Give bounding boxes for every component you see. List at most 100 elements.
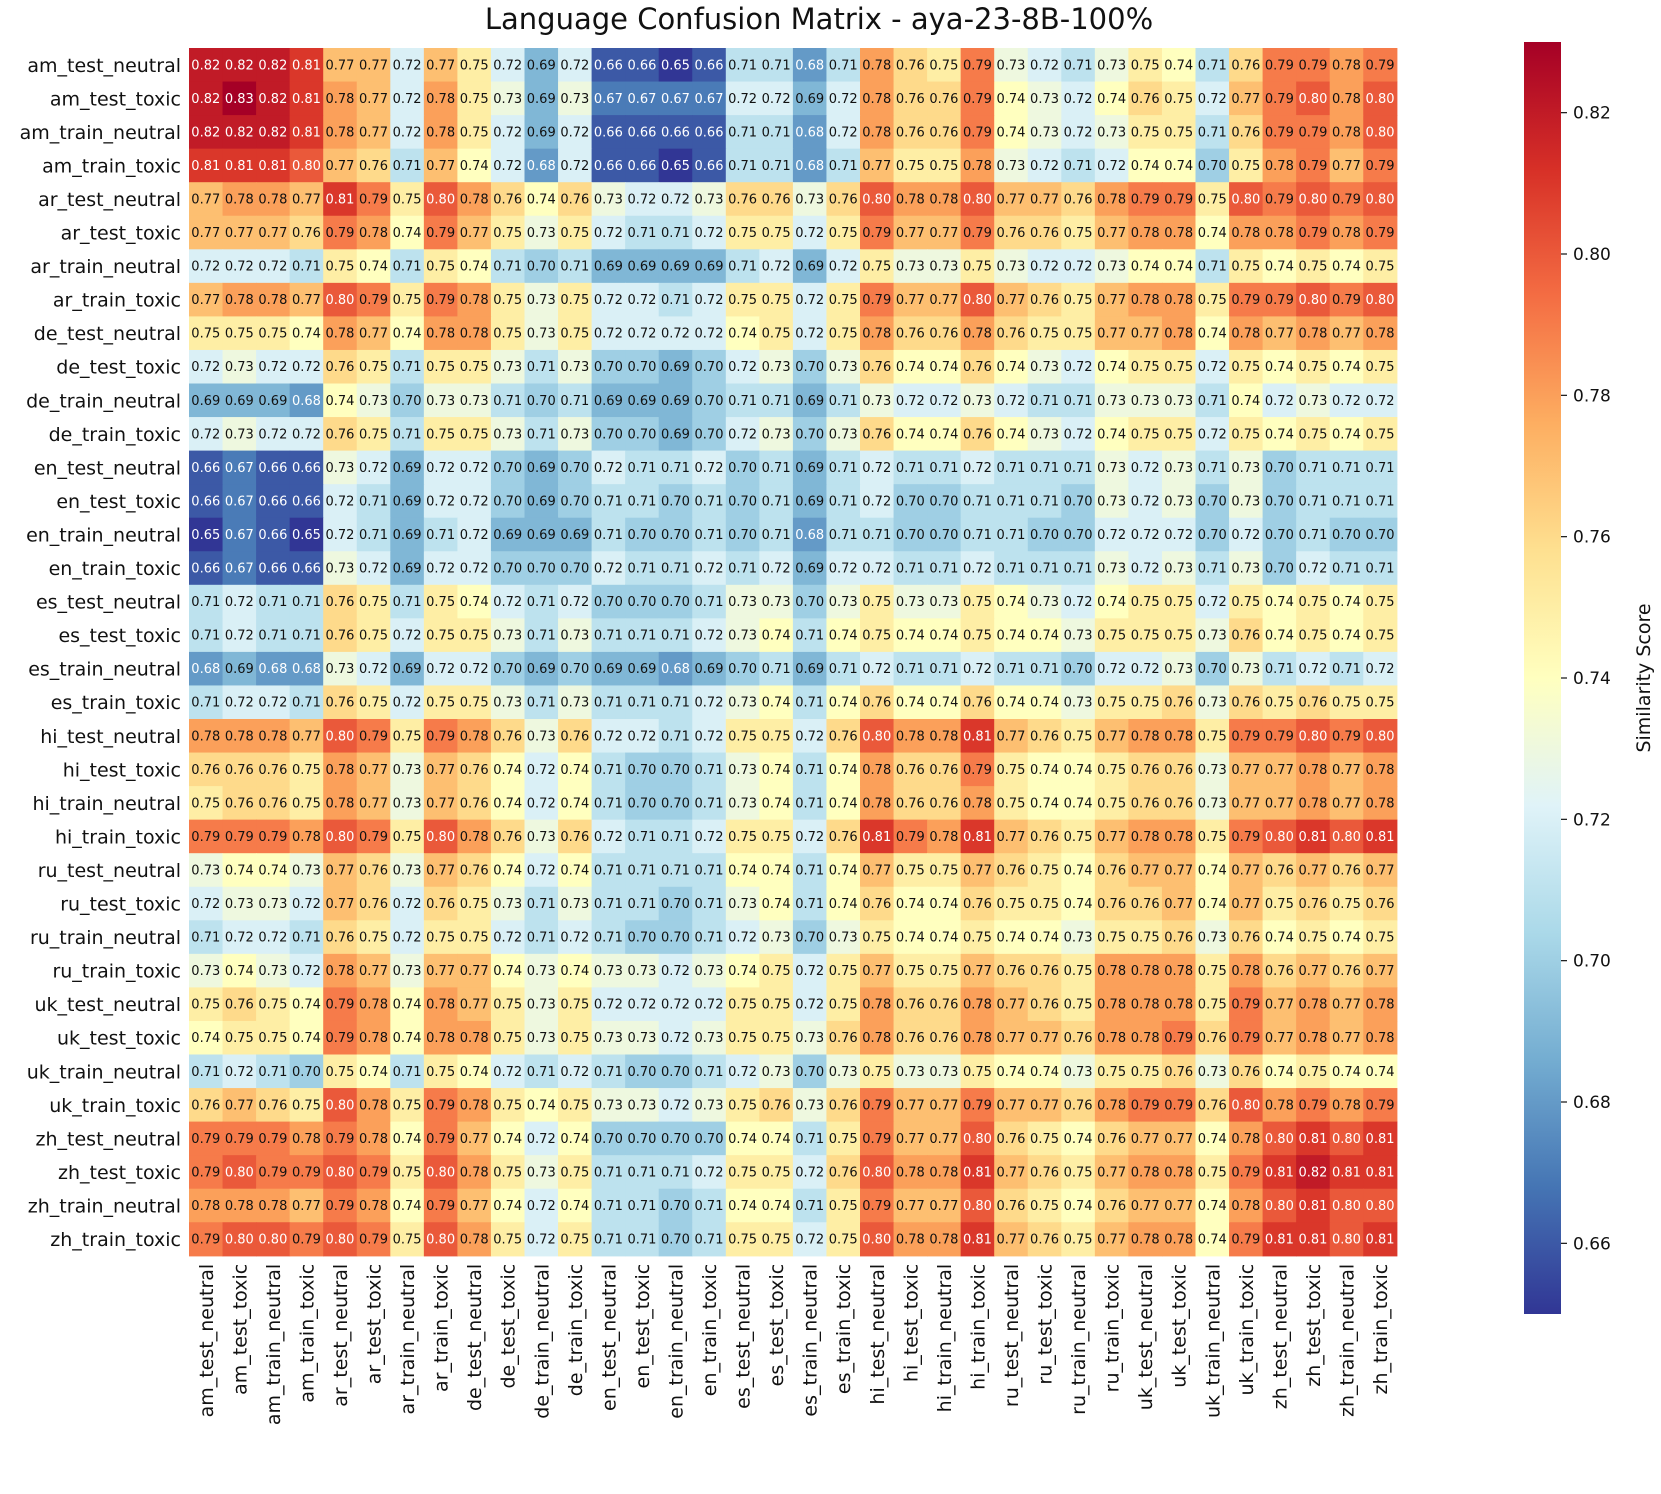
heatmap-cell: [1363, 953, 1398, 988]
heatmap-cell: [1195, 517, 1230, 552]
heatmap-cell-value: 0.71: [1198, 58, 1227, 73]
heatmap-cell: [893, 383, 928, 418]
heatmap-cell: [1229, 484, 1264, 519]
heatmap-cell-value: 0.71: [728, 159, 757, 174]
heatmap-cell: [1329, 517, 1364, 552]
heatmap-cell-value: 0.78: [1164, 998, 1193, 1013]
heatmap-cell-value: 0.72: [661, 998, 690, 1013]
heatmap-cell: [524, 316, 559, 351]
heatmap-cell-value: 0.72: [426, 662, 455, 677]
heatmap-cell: [457, 1222, 492, 1257]
heatmap-cell: [423, 618, 458, 653]
heatmap-cell-value: 0.78: [1265, 159, 1294, 174]
heatmap-cell-value: 0.70: [695, 1132, 724, 1147]
heatmap-cell: [658, 886, 693, 921]
heatmap-cell: [725, 819, 760, 854]
heatmap-cell: [289, 752, 324, 787]
heatmap-cell-value: 0.72: [728, 931, 757, 946]
heatmap-cell: [591, 752, 626, 787]
heatmap-cell: [1128, 115, 1163, 150]
heatmap-cell-value: 0.75: [1131, 931, 1160, 946]
heatmap-cell-value: 0.78: [963, 998, 992, 1013]
heatmap-cell-value: 0.79: [191, 1165, 220, 1180]
heatmap-cell-value: 0.77: [1265, 998, 1294, 1013]
heatmap-cell: [289, 1088, 324, 1123]
heatmap-cell: [625, 1155, 660, 1190]
heatmap-cell: [1329, 953, 1364, 988]
heatmap-cell: [1094, 517, 1129, 552]
heatmap-cell-value: 0.75: [1030, 1199, 1059, 1214]
heatmap-cell-value: 0.77: [896, 1098, 925, 1113]
colorbar-tick-label: 0.76: [1573, 528, 1611, 548]
heatmap-cell-value: 0.73: [1097, 461, 1126, 476]
heatmap-cell-value: 0.73: [1198, 796, 1227, 811]
heatmap-cell-value: 0.77: [1265, 763, 1294, 778]
heatmap-cell: [1296, 551, 1331, 586]
heatmap-cell-value: 0.70: [1265, 494, 1294, 509]
heatmap-cell: [189, 349, 224, 385]
heatmap-cell-value: 0.80: [1298, 192, 1327, 207]
heatmap-cell-value: 0.77: [1097, 226, 1126, 241]
heatmap-cell-value: 0.75: [862, 260, 891, 275]
heatmap-cell-value: 0.77: [896, 1132, 925, 1147]
heatmap-cell: [490, 685, 526, 720]
heatmap-cell-value: 0.76: [996, 226, 1025, 241]
y-tick-label: am_train_neutral: [20, 122, 181, 144]
heatmap-cell-value: 0.70: [493, 562, 522, 577]
heatmap-cell-value: 0.72: [225, 1065, 254, 1080]
heatmap-cell: [356, 786, 391, 821]
heatmap-cell-value: 0.76: [1131, 92, 1160, 107]
heatmap-cell: [792, 551, 828, 586]
heatmap-cell: [524, 1020, 559, 1056]
heatmap-cell: [860, 215, 895, 250]
heatmap-cell-value: 0.74: [896, 427, 925, 442]
heatmap-cell: [893, 853, 928, 888]
heatmap-cell-value: 0.77: [996, 1098, 1025, 1113]
heatmap-cell: [189, 1222, 224, 1257]
heatmap-cell-value: 0.75: [1064, 729, 1093, 744]
heatmap-cell: [457, 1155, 492, 1190]
heatmap-cell: [256, 215, 291, 250]
heatmap-cell: [189, 316, 224, 351]
heatmap-cell-value: 0.72: [560, 125, 589, 140]
heatmap-cell-value: 0.70: [728, 494, 757, 509]
heatmap-cell-value: 0.72: [1332, 394, 1361, 409]
heatmap-cell-value: 0.74: [359, 260, 388, 275]
heatmap-cell: [826, 1222, 861, 1257]
heatmap-cell: [692, 1188, 727, 1223]
heatmap-cell: [423, 786, 458, 821]
heatmap-cell-value: 0.73: [493, 696, 522, 711]
heatmap-cell-value: 0.74: [1198, 327, 1227, 342]
heatmap-cell: [390, 1188, 425, 1223]
heatmap-cell: [725, 618, 760, 653]
heatmap-cell: [994, 1222, 1029, 1257]
heatmap-cell: [189, 484, 224, 519]
heatmap-cell: [625, 886, 660, 921]
heatmap-cell-value: 0.68: [527, 159, 556, 174]
heatmap-cell: [860, 417, 895, 452]
heatmap-cell: [1363, 182, 1398, 217]
heatmap-cell-value: 0.76: [1265, 964, 1294, 979]
heatmap-cell: [1363, 1020, 1398, 1056]
heatmap-cell: [323, 450, 358, 485]
heatmap-cell: [189, 517, 224, 552]
heatmap-cell: [1161, 115, 1197, 150]
heatmap-cell: [1061, 81, 1096, 116]
heatmap-cell: [1329, 383, 1364, 418]
y-tick-label: uk_test_toxic: [57, 1028, 181, 1050]
heatmap-cell-value: 0.74: [996, 125, 1025, 140]
heatmap-cell: [1061, 1222, 1096, 1257]
heatmap-cell: [725, 953, 760, 988]
heatmap-cell: [256, 182, 291, 217]
heatmap-cell-value: 0.71: [627, 1233, 656, 1248]
heatmap-cell: [356, 1155, 391, 1190]
heatmap-cell-value: 0.73: [426, 394, 455, 409]
heatmap-cell-value: 0.69: [527, 528, 556, 543]
heatmap-cell-value: 0.79: [862, 293, 891, 308]
heatmap-cell-value: 0.72: [963, 461, 992, 476]
heatmap-cell: [860, 752, 895, 787]
heatmap-cell: [1296, 618, 1331, 653]
heatmap-cell: [524, 786, 559, 821]
heatmap-cell-value: 0.72: [493, 1065, 522, 1080]
heatmap-cell-value: 0.79: [1231, 1233, 1260, 1248]
